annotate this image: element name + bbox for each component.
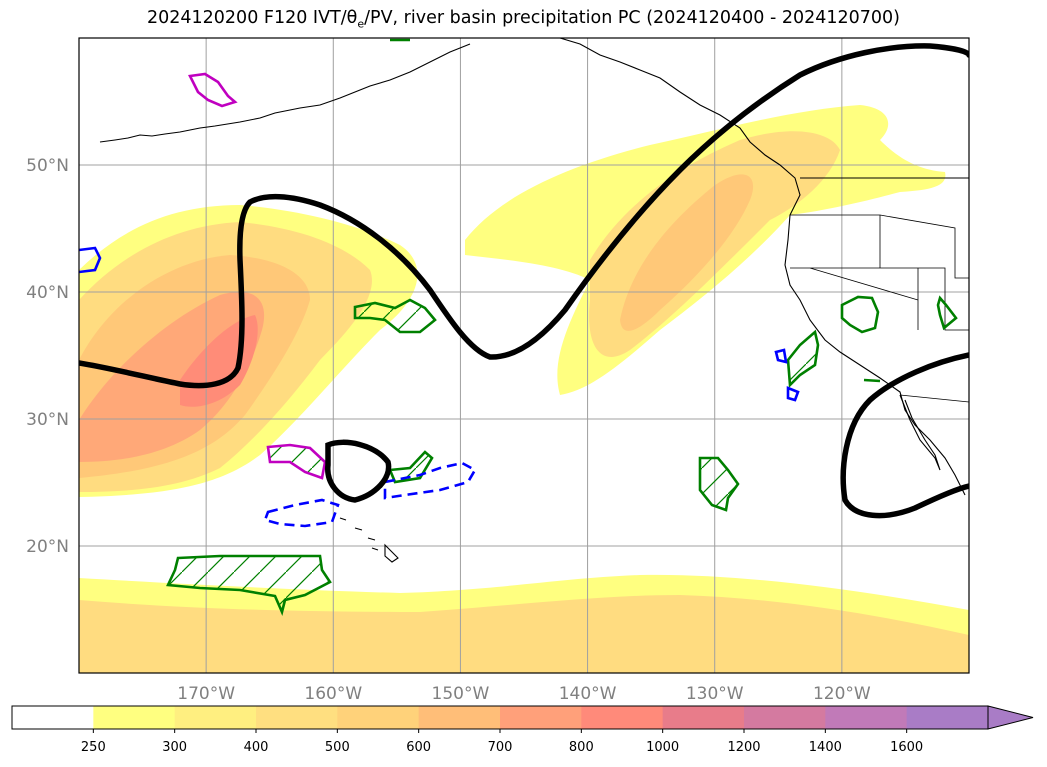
colorbar-tick-label: 1000 <box>646 740 679 755</box>
baja-coast <box>899 394 941 471</box>
map-area <box>79 38 969 673</box>
colorbar-extend-arrow <box>987 705 1034 730</box>
state-borders <box>790 214 969 403</box>
colorbar-segment <box>906 706 989 729</box>
colorbar-segment <box>174 706 257 729</box>
lon-label: 160°W <box>304 684 362 704</box>
pv-contour-main <box>79 43 969 389</box>
hawaii-islands <box>339 517 379 551</box>
coastlines <box>99 38 969 563</box>
lat-label: 30°N <box>26 410 69 430</box>
precip-magenta-south <box>266 443 327 480</box>
precip-green-california <box>786 329 820 388</box>
lon-label: 120°W <box>813 684 871 704</box>
pv-contour-east-loop <box>840 352 969 519</box>
lon-label: 170°W <box>177 684 235 704</box>
colorbar-tick-label: 300 <box>162 740 187 755</box>
lon-label: 130°W <box>686 684 744 704</box>
precip-green-nevada <box>840 295 880 334</box>
colorbar-tick-label: 1600 <box>890 740 923 755</box>
colorbar-tick-label: 250 <box>81 740 106 755</box>
hawaii-big-island <box>384 543 399 563</box>
latitude-labels: 50°N 40°N 30°N 20°N <box>26 156 69 557</box>
colorbar-tick-label: 600 <box>406 740 431 755</box>
colorbar-tick-label: 1400 <box>809 740 842 755</box>
title-prefix: 2024120200 F120 IVT/θ <box>146 8 358 28</box>
map-title: 2024120200 F120 IVT/θe/PV, river basin p… <box>0 8 1047 31</box>
alaska-coast <box>559 38 966 496</box>
precip-contours <box>79 38 958 617</box>
colorbar-segment <box>93 706 176 729</box>
colorbar-segment <box>500 706 582 729</box>
precip-green-central <box>353 298 437 334</box>
pv-contours <box>79 43 969 519</box>
precip-blue-dashed-east <box>383 461 477 500</box>
precip-blue-west <box>79 246 102 274</box>
precip-green-utah <box>936 295 958 331</box>
title-suffix: /PV, river basin precipitation PC (20241… <box>364 8 900 28</box>
colorbar-segment <box>581 706 664 729</box>
longitude-labels: 170°W 160°W 150°W 140°W 130°W 120°W <box>177 684 871 704</box>
lat-label: 20°N <box>26 537 69 557</box>
precip-green-mid-pacific <box>698 456 740 512</box>
colorbar-segment <box>418 706 501 729</box>
colorbar-segment <box>256 706 338 729</box>
pv-contour-hawaii-loop <box>325 439 392 503</box>
precip-green-south <box>166 554 332 617</box>
colorbar: 250 300 400 500 600 700 800 1000 1200 1400 1600 <box>11 705 1034 755</box>
colorbar-tick-label: 800 <box>569 740 594 755</box>
colorbar-segment <box>337 706 420 729</box>
colorbar-segment <box>825 706 908 729</box>
colorbar-segment <box>662 706 745 729</box>
colorbar-tick-label: 1200 <box>727 740 760 755</box>
lat-label: 40°N <box>26 283 69 303</box>
colorbar-segment <box>12 706 94 729</box>
colorbar-segment <box>744 706 826 729</box>
precip-blue-dashed-west <box>263 498 340 528</box>
map-frame <box>78 37 970 674</box>
ivt-region-south-2 <box>79 595 969 673</box>
lon-label: 150°W <box>432 684 490 704</box>
lon-label: 140°W <box>559 684 617 704</box>
precip-blue-california <box>774 348 800 402</box>
colorbar-tick-label: 400 <box>244 740 269 755</box>
precip-green-baja <box>863 378 881 383</box>
lat-label: 50°N <box>26 156 69 176</box>
precip-magenta-north <box>188 72 238 108</box>
title-subscript: e <box>357 17 365 31</box>
colorbar-tick-label: 700 <box>488 740 513 755</box>
aleutian-islands <box>99 43 471 143</box>
colorbar-tick-label: 500 <box>325 740 350 755</box>
